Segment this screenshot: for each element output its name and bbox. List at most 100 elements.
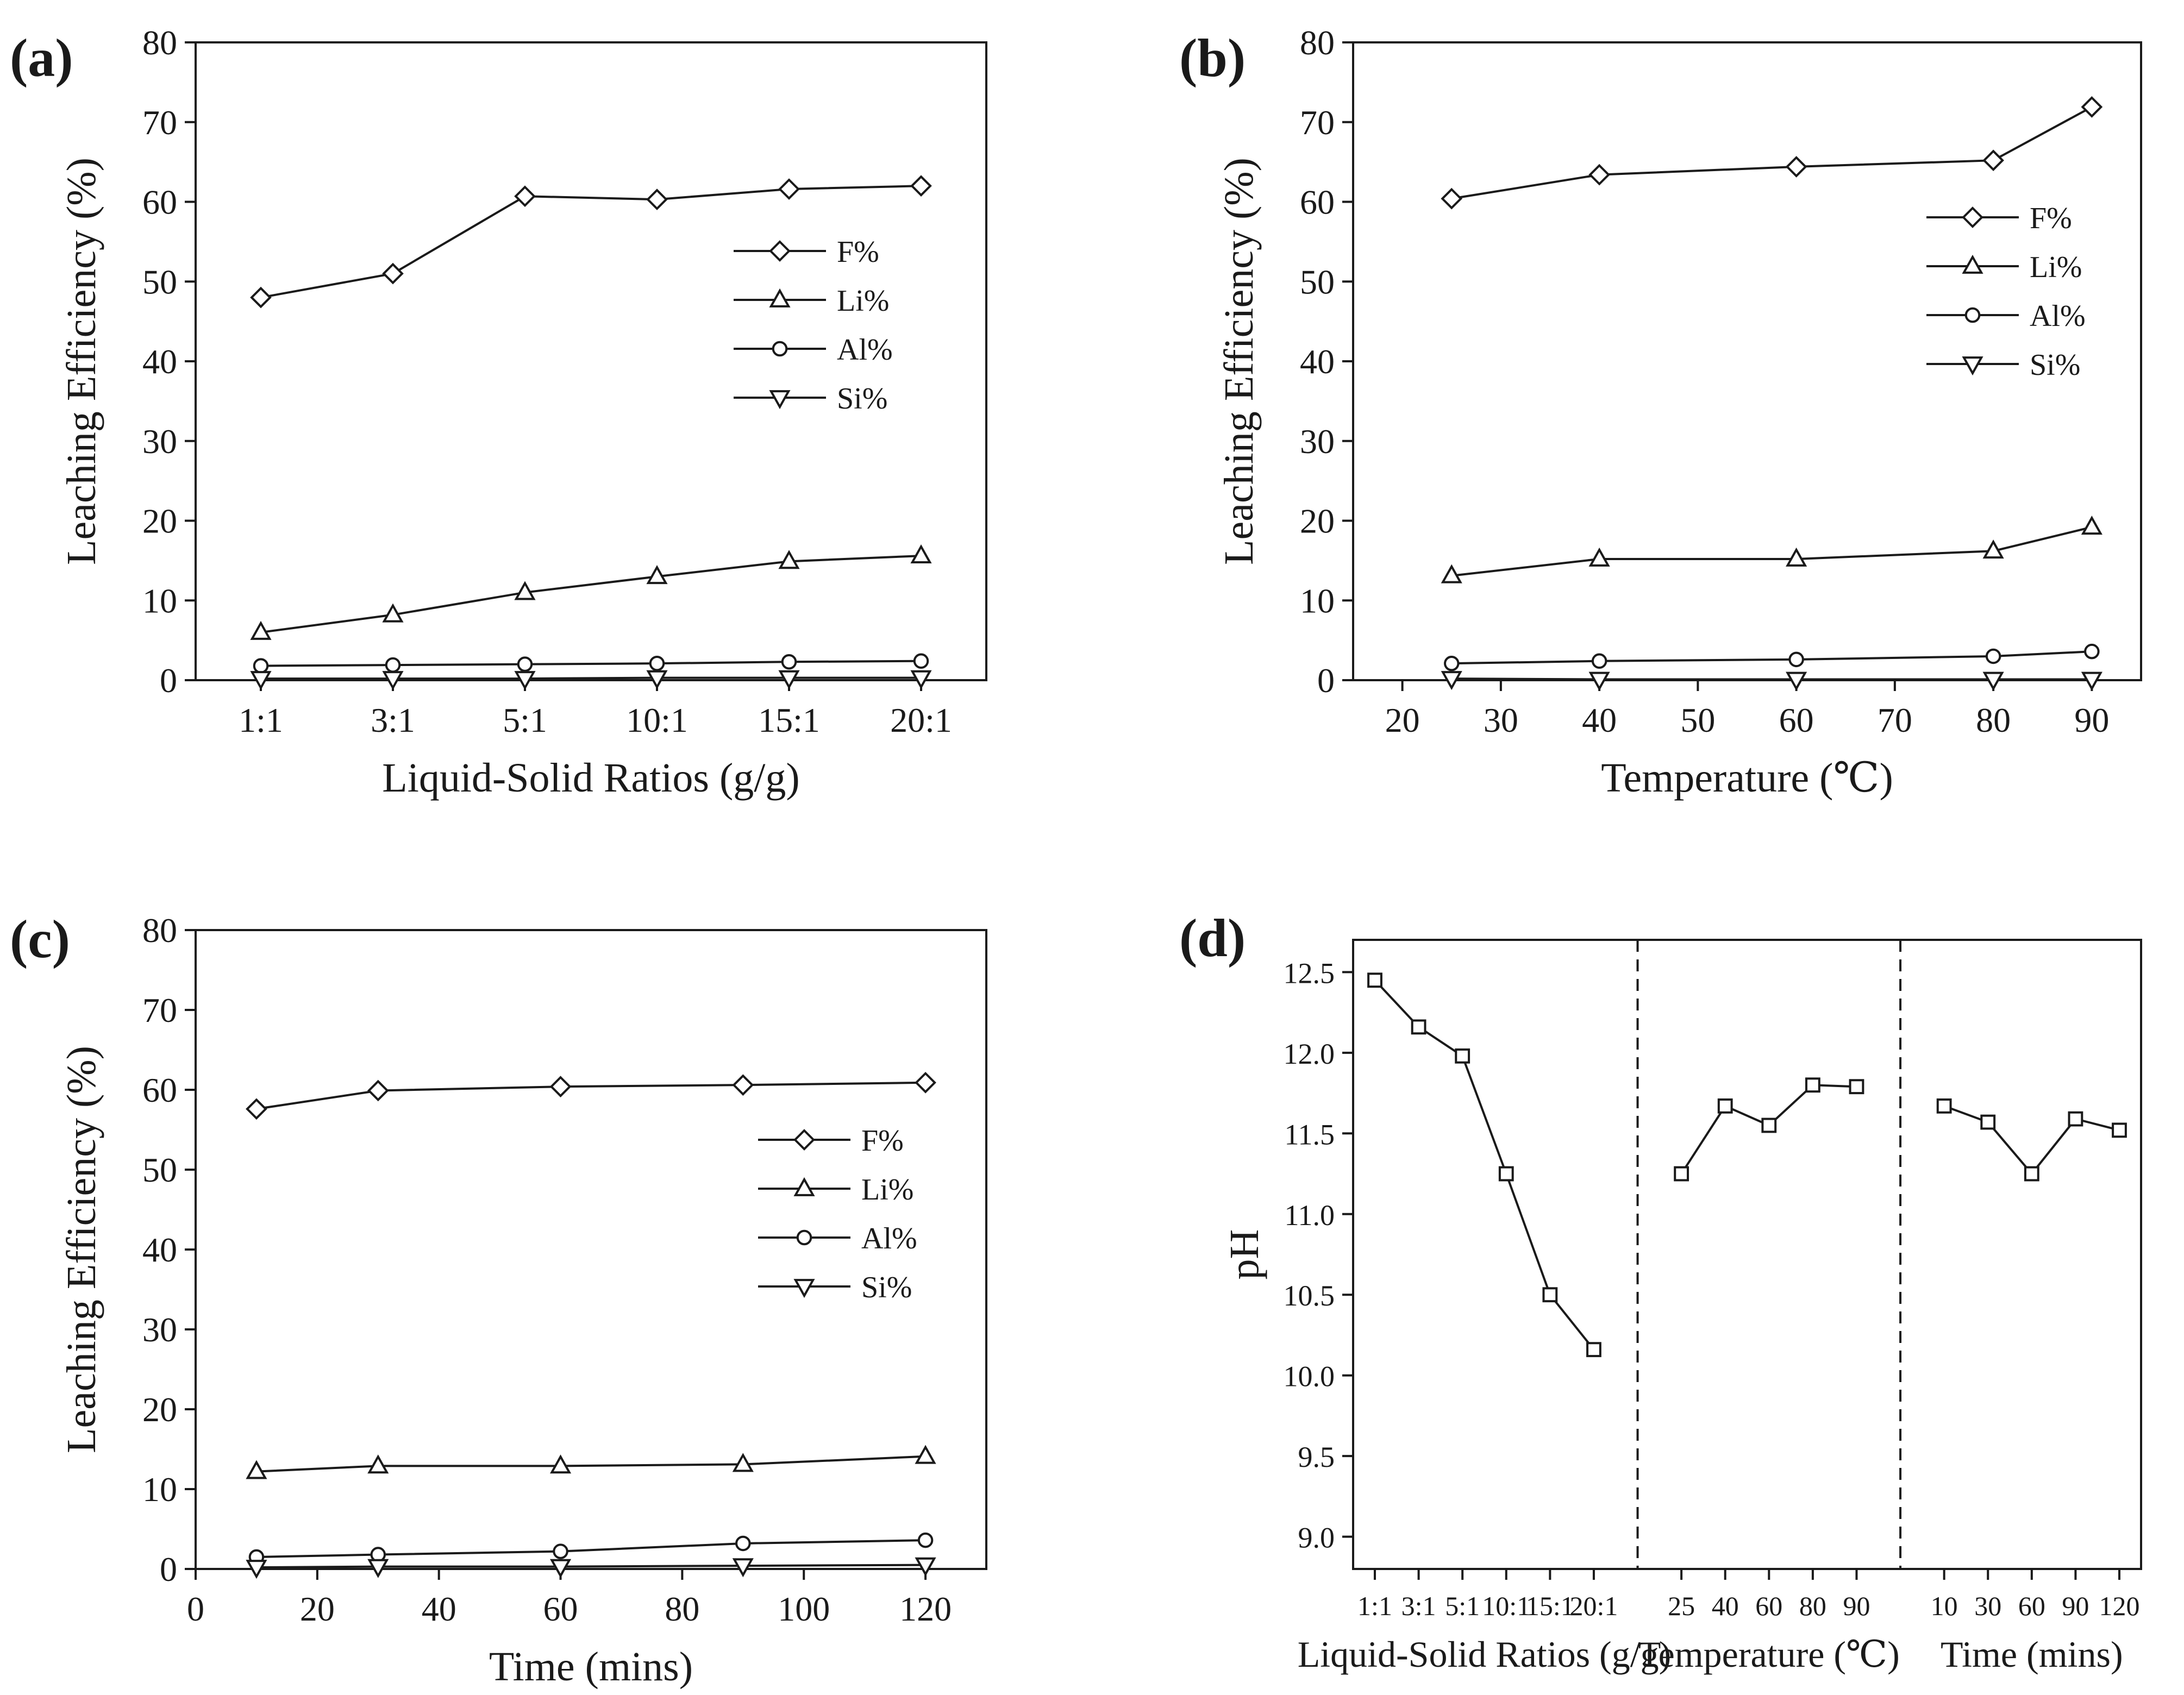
x-axis-title: Liquid-Solid Ratios (g/g) <box>1298 1634 1672 1675</box>
chart-panel-b: 0 10 20 30 40 50 60 70 80 20 30 40 50 60 70 80 90 Tempera… <box>1179 23 2142 801</box>
x-tick-label: 60 <box>2018 1591 2045 1621</box>
data-point <box>735 1535 751 1552</box>
y-tick-label: 50 <box>142 1151 177 1189</box>
data-point <box>382 262 404 285</box>
data-point <box>913 653 929 669</box>
legend-label: F% <box>861 1124 904 1158</box>
data-point <box>917 1532 934 1548</box>
ph-line-group-3 <box>1943 1104 2120 1176</box>
data-point <box>1982 149 2004 172</box>
data-point <box>1982 671 2004 691</box>
y-tick-label: 20 <box>1300 502 1335 541</box>
data-point <box>1980 1114 1996 1130</box>
data-point <box>2024 1166 2039 1182</box>
x-tick-label: 20:1 <box>890 701 952 739</box>
y-tick-label: 0 <box>1317 661 1335 700</box>
ph-line-group-1 <box>1374 979 1595 1351</box>
y-tick-label: 9.0 <box>1298 1522 1335 1554</box>
legend-marker <box>769 240 791 262</box>
legend-marker <box>793 1279 815 1298</box>
x-tick-label: 3:1 <box>371 701 415 739</box>
y-tick-label: 20 <box>142 1390 177 1429</box>
data-point <box>1674 1166 1689 1182</box>
x-tick-label: 60 <box>543 1590 578 1628</box>
data-point <box>910 544 932 563</box>
y-tick-label: 70 <box>142 991 177 1029</box>
y-tick-label: 40 <box>142 1231 177 1269</box>
panel-label: (c) <box>10 909 70 969</box>
legend-marker <box>769 390 791 410</box>
y-tick-label: 20 <box>142 502 177 541</box>
data-point <box>514 671 536 690</box>
panel-label: (a) <box>10 28 73 88</box>
data-point <box>1761 1118 1777 1133</box>
x-tick-label: 80 <box>1976 701 2011 739</box>
y-tick-label: 10.5 <box>1284 1279 1335 1312</box>
x-tick-label: 100 <box>778 1590 830 1628</box>
data-point <box>2081 671 2102 691</box>
x-tick-label: 25 <box>1668 1591 1695 1621</box>
data-point <box>1441 671 1462 690</box>
data-point <box>2084 643 2100 660</box>
x-tick-label: 90 <box>2062 1591 2089 1621</box>
data-point <box>517 656 533 672</box>
series-line-F <box>256 1081 926 1110</box>
legend-marker <box>796 1229 812 1246</box>
y-axis-title: pH <box>1222 1229 1267 1280</box>
y-tick-label: 40 <box>1300 342 1335 381</box>
data-point <box>732 1453 754 1472</box>
data-point <box>1788 651 1804 668</box>
y-tick-label: 11.5 <box>1285 1118 1335 1151</box>
data-point <box>1367 972 1382 988</box>
data-point <box>514 581 536 600</box>
data-point <box>250 286 272 309</box>
x-tick-label: 20 <box>1385 701 1420 739</box>
y-axis-title: Leaching Efficiency (%) <box>59 158 104 565</box>
legend-label: Al% <box>837 333 893 367</box>
x-tick-label: 50 <box>1680 701 1715 739</box>
chart-panel-a: 0 10 20 30 40 50 60 70 80 1:1 3:1 5:1 10:1 15:1 20:1 Li… <box>10 23 987 801</box>
data-point <box>1444 655 1460 671</box>
y-axis-title: Leaching Efficiency (%) <box>59 1046 104 1453</box>
x-tick-label: 30 <box>1974 1591 2001 1621</box>
data-point <box>1786 671 1807 691</box>
x-tick-label: 120 <box>899 1590 952 1628</box>
y-tick-label: 10.0 <box>1284 1360 1335 1393</box>
x-axis-title: Liquid-Solid Ratios (g/g) <box>382 755 799 801</box>
data-point <box>915 1445 936 1464</box>
data-point <box>2112 1122 2127 1138</box>
data-point <box>732 1074 754 1096</box>
data-point <box>1785 156 1807 178</box>
data-point <box>246 1560 267 1579</box>
x-tick-label: 10:1 <box>1482 1591 1530 1621</box>
data-point <box>910 670 932 689</box>
legend-marker <box>769 288 791 307</box>
legend-label: F% <box>2030 202 2072 235</box>
legend-label: Li% <box>2030 250 2082 284</box>
x-tick-label: 120 <box>2099 1591 2140 1621</box>
plot-frame <box>1352 41 2142 681</box>
y-tick-label: 80 <box>1300 23 1335 62</box>
x-tick-label: 5:1 <box>503 701 547 739</box>
y-tick-label: 9.5 <box>1298 1441 1335 1473</box>
y-tick-label: 0 <box>160 661 177 700</box>
data-point <box>646 670 668 689</box>
legend-marker <box>1964 307 1981 323</box>
data-point <box>367 1079 389 1102</box>
x-tick-label: 3:1 <box>1401 1591 1436 1621</box>
y-tick-label: 60 <box>142 1071 177 1109</box>
y-tick-label: 80 <box>142 23 177 62</box>
x-tick-label: 80 <box>1799 1591 1826 1621</box>
x-tick-label: 15:1 <box>758 701 820 739</box>
data-point <box>1586 1342 1601 1358</box>
x-tick-label: 1:1 <box>239 701 283 739</box>
legend-label: Si% <box>837 382 887 416</box>
y-tick-label: 70 <box>142 103 177 142</box>
data-point <box>649 655 665 671</box>
x-tick-label: 10 <box>1931 1591 1958 1621</box>
data-point <box>915 1557 936 1577</box>
data-point <box>549 1076 572 1097</box>
legend-marker <box>793 1129 815 1151</box>
x-tick-label: 80 <box>665 1590 699 1628</box>
